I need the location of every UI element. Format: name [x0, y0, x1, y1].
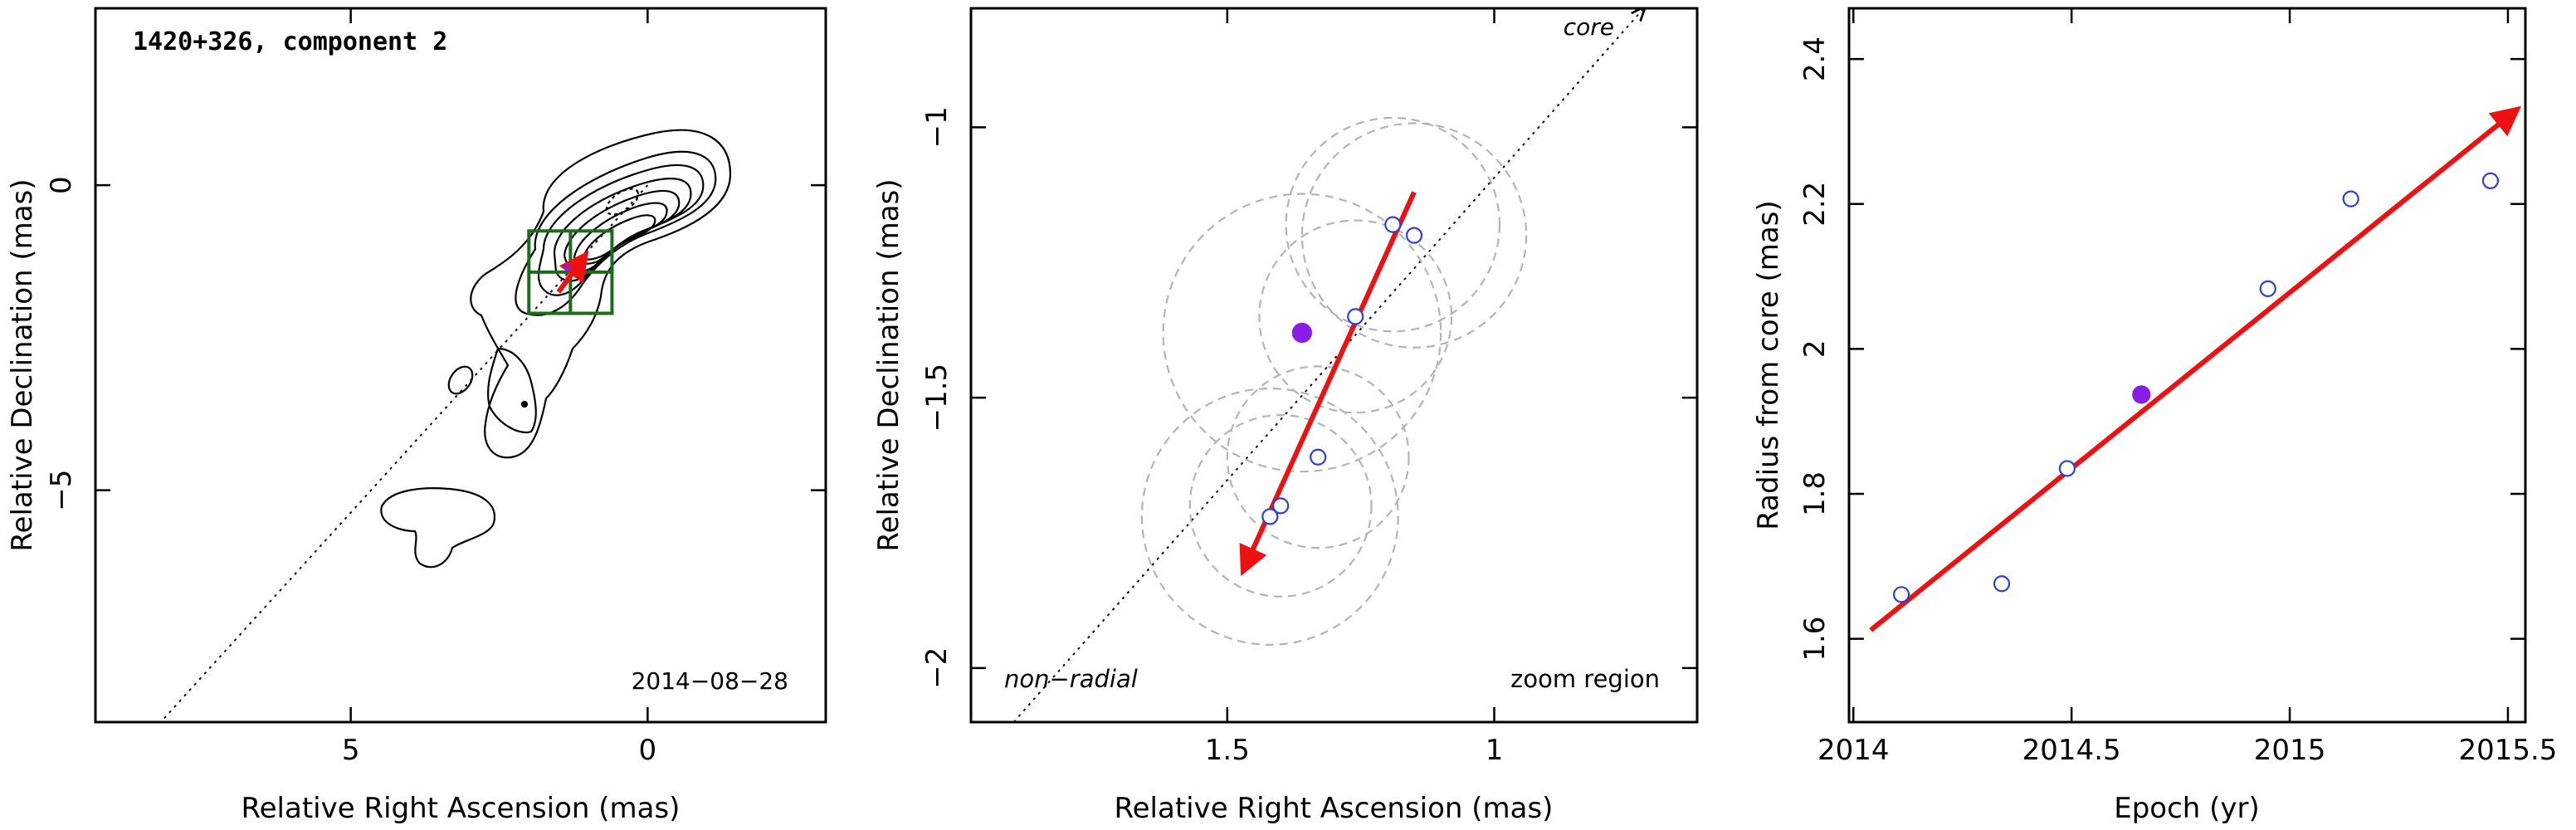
- position-point: [1261, 508, 1279, 525]
- position-point: [1272, 497, 1290, 515]
- panel-1-xtick-label: 5: [342, 734, 360, 767]
- panel-3-xtick-label: 2015: [2254, 734, 2326, 767]
- panel-2-ytick-label: −2: [920, 647, 954, 689]
- panel-2-ytick-label: −1.5: [920, 364, 954, 432]
- panel-1-title: 1420+326, component 2: [133, 27, 447, 56]
- motion-vector: [1239, 191, 1417, 577]
- radius-point: [2481, 172, 2500, 189]
- core-direction-line: [1012, 8, 1643, 722]
- panel-3-xtick-label: 2014.5: [2022, 734, 2121, 767]
- panel-2-xlabel: Relative Right Ascension (mas): [1115, 792, 1554, 825]
- position-point: [1405, 227, 1423, 244]
- panel-1-ytick-label: 0: [45, 176, 78, 194]
- error-circle: [1140, 387, 1399, 646]
- panel-2-xtick-label: 1: [1486, 734, 1504, 767]
- panel-3-frame: [1847, 7, 2527, 724]
- contour-7: [582, 214, 656, 261]
- panel-3-ticks: 2014 2014.5 2015 2015.5 1.6 1.8 2 2.2 2.4: [1798, 8, 2557, 767]
- panel-2-frame: [969, 7, 1699, 724]
- panel-1-ticks: 5 0 0 −5: [45, 8, 826, 767]
- contour-group: [380, 129, 732, 569]
- panel-2-xtick-label: 1.5: [1205, 734, 1250, 767]
- error-circle: [1162, 193, 1442, 473]
- contour-2: [515, 150, 717, 316]
- radius-point: [1892, 586, 1910, 603]
- radius-point: [2342, 190, 2359, 208]
- radius-points: [1892, 172, 2500, 603]
- panel-3-ytick-label: 2.2: [1798, 182, 1832, 227]
- panel-3-xlabel: Epoch (yr): [2114, 792, 2260, 825]
- contour-lower-tail: [486, 347, 537, 434]
- motion-vector: [556, 250, 589, 294]
- error-circle: [1285, 116, 1501, 333]
- contour-core-peak: [605, 188, 640, 216]
- radius-point: [2259, 280, 2276, 297]
- contour-lower-blob: [380, 487, 496, 569]
- radius-point: [2058, 460, 2076, 477]
- radius-point: [1993, 575, 2011, 593]
- error-circles: [1140, 116, 1528, 646]
- position-point: [1384, 216, 1402, 233]
- zoom-region-label: zoom region: [1510, 665, 1660, 693]
- panel-3-ytick-label: 2: [1798, 340, 1832, 359]
- contour-5: [563, 189, 681, 272]
- error-circle: [1188, 413, 1373, 598]
- panel-3-xtick-label: 2015.5: [2458, 734, 2557, 767]
- panel-1-epoch-label: 2014−08−28: [632, 667, 788, 695]
- core-direction-line: [159, 184, 649, 722]
- panel-3-xtick-label: 2014: [1817, 734, 1890, 767]
- panel-2-ticks: 1.5 1 −1 −1.5 −2: [920, 8, 1697, 767]
- radius-point-filled: [2132, 385, 2151, 404]
- contour-small-island: [447, 365, 474, 395]
- panel-radius-vs-epoch: 2014 2014.5 2015 2015.5 1.6 1.8 2 2.2 2.4 Epoch …: [1752, 7, 2557, 825]
- position-point: [1310, 448, 1327, 466]
- fit-arrow: [1869, 105, 2522, 632]
- core-label: core: [1564, 13, 1614, 41]
- component-marker: [564, 264, 571, 271]
- panel-3-ytick-label: 1.6: [1798, 617, 1832, 662]
- error-circle: [1226, 365, 1410, 549]
- contour-dot: [520, 400, 529, 408]
- component-positions: [1261, 216, 1423, 525]
- panel-1-ytick-label: −5: [45, 470, 78, 511]
- non-radial-label: non−radial: [1004, 665, 1138, 693]
- position-point: [1347, 308, 1364, 325]
- error-circle: [1258, 219, 1453, 414]
- panel-zoom-region: 1.5 1 −1 −1.5 −2 core non−radial zoom region…: [872, 7, 1699, 825]
- error-circle: [1300, 122, 1528, 349]
- position-point-filled: [1291, 322, 1312, 344]
- panel-1-frame: [94, 7, 827, 724]
- panel-2-ytick-label: −1: [920, 106, 954, 148]
- panel-1-xlabel: Relative Right Ascension (mas): [242, 792, 681, 825]
- panel-2-ylabel: Relative Declination (mas): [872, 178, 905, 551]
- panel-1-xtick-label: 0: [639, 734, 657, 767]
- panel-contour-map: 5 0 0 −5 1420+326, component 2 2014−08−28 R…: [6, 7, 827, 825]
- panel-3-ytick-label: 1.8: [1798, 471, 1832, 516]
- panel-3-ytick-label: 2.4: [1798, 37, 1832, 81]
- contour-6: [573, 202, 668, 265]
- panel-1-ylabel: Relative Declination (mas): [6, 178, 39, 551]
- contour-outer: [470, 129, 732, 459]
- panel-3-ylabel: Radius from core (mas): [1752, 200, 1785, 530]
